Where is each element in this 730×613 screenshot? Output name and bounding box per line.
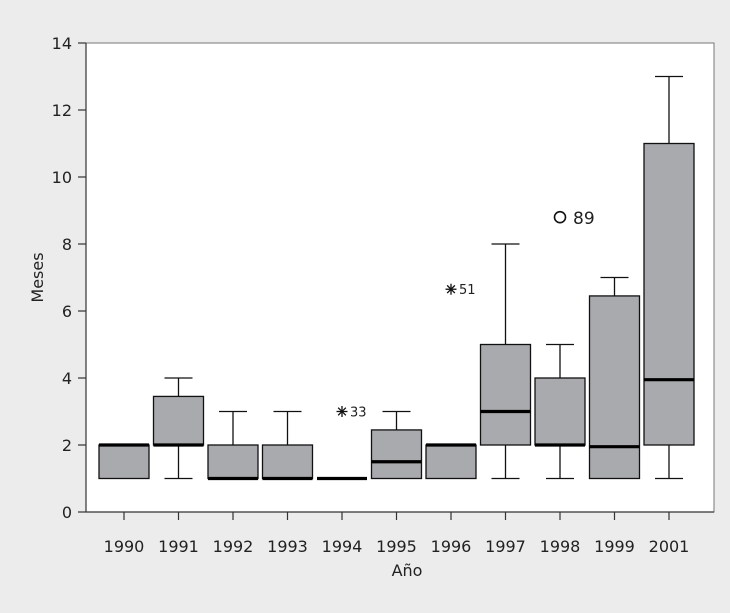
y-tick-label: 10 bbox=[52, 168, 72, 187]
x-tick-label: 1990 bbox=[104, 537, 145, 556]
x-tick-label: 1997 bbox=[485, 537, 526, 556]
x-tick-label: 1996 bbox=[431, 537, 472, 556]
y-tick-label: 2 bbox=[62, 436, 72, 455]
box-1996 bbox=[425, 444, 477, 480]
outlier-circle-89 bbox=[553, 210, 567, 224]
x-tick-label: 1991 bbox=[158, 537, 199, 556]
x-tick-label: 1999 bbox=[594, 537, 635, 556]
outlier-label-51: 51 bbox=[459, 283, 476, 298]
box-1990 bbox=[98, 444, 150, 480]
box-1992 bbox=[207, 444, 259, 480]
box-2001 bbox=[643, 142, 695, 446]
y-tick-label: 14 bbox=[52, 34, 72, 53]
boxes-layer bbox=[98, 75, 695, 481]
x-tick-label: 1993 bbox=[267, 537, 308, 556]
y-tick-label: 0 bbox=[62, 503, 72, 522]
box-1999 bbox=[588, 295, 641, 480]
x-tick-label: 1995 bbox=[376, 537, 417, 556]
outlier-label-89: 89 bbox=[573, 209, 595, 229]
box-1998 bbox=[534, 377, 586, 446]
y-tick-label: 6 bbox=[62, 302, 72, 321]
outliers-layer: 33 51 89 bbox=[336, 209, 595, 421]
box-1995 bbox=[370, 429, 423, 480]
box-1993 bbox=[261, 444, 314, 480]
x-tick-label: 1998 bbox=[540, 537, 581, 556]
box-1991 bbox=[152, 395, 205, 446]
y-tick-label: 4 bbox=[62, 369, 72, 388]
outlier-label-33: 33 bbox=[350, 406, 367, 421]
axes-layer: 0 2 4 6 8 10 12 14 1990 1991 1992 1993 1994 1995 1996 1… bbox=[52, 34, 714, 556]
x-tick-label: 2001 bbox=[649, 537, 690, 556]
x-tick-label: 1992 bbox=[213, 537, 254, 556]
outlier-star-33 bbox=[336, 406, 348, 417]
y-tick-label: 12 bbox=[52, 101, 72, 120]
x-axis-title: Año bbox=[392, 561, 423, 580]
outlier-star-51 bbox=[445, 283, 457, 295]
y-tick-label: 8 bbox=[62, 235, 72, 254]
box-1997 bbox=[479, 343, 532, 446]
y-axis-title: Meses bbox=[28, 252, 47, 302]
x-tick-label: 1994 bbox=[322, 537, 363, 556]
